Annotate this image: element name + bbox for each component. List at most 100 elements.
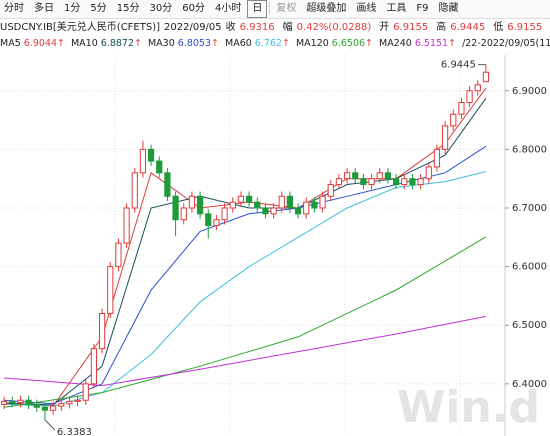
- candle-body: [294, 207, 302, 215]
- candle-body: [172, 195, 179, 221]
- legend-trend: ↑: [134, 38, 142, 49]
- legend-name: MA5: [0, 38, 21, 49]
- candle-body: [450, 113, 457, 127]
- toolbar-button[interactable]: 日: [247, 0, 268, 18]
- candle-body: [343, 172, 351, 180]
- candle-body: [286, 195, 294, 209]
- candle-body: [180, 207, 187, 221]
- legend-trend: ↑: [211, 38, 219, 49]
- candle-body: [417, 178, 424, 186]
- candle-body: [245, 195, 253, 203]
- legend-value: 6.6506: [331, 38, 366, 49]
- candle-body: [433, 148, 441, 168]
- legend-value: 6.5151: [414, 38, 449, 49]
- field-value: 6.9445: [450, 22, 486, 33]
- toolbar-button[interactable]: 多日: [34, 3, 54, 14]
- legend-trend: ↑: [57, 38, 65, 49]
- legend-name: MA240: [379, 38, 412, 49]
- candle-body: [164, 172, 171, 197]
- candle-body: [392, 178, 400, 186]
- toolbar-button[interactable]: 30分: [149, 3, 173, 14]
- ma-line: [4, 87, 487, 407]
- legend-trend: ↑: [448, 38, 457, 49]
- field-label: 幅: [282, 22, 293, 33]
- candle-body: [327, 184, 334, 197]
- annotation-line: [44, 419, 56, 431]
- field-value: 6.9155: [393, 22, 429, 33]
- field-label: 收: [225, 22, 236, 33]
- candle-body: [49, 405, 57, 411]
- candle-body: [205, 213, 212, 227]
- candle-body: [58, 403, 65, 407]
- candle-body: [66, 400, 73, 405]
- candle-body: [0, 400, 8, 405]
- toolbar-button[interactable]: 4小时: [214, 3, 242, 14]
- candle-body: [131, 172, 138, 209]
- toolbar-button[interactable]: 分时: [4, 3, 24, 14]
- candle-body: [262, 207, 269, 215]
- candle-body: [41, 406, 49, 411]
- field-value: 6.9316: [239, 22, 275, 33]
- toolbar-button[interactable]: 15分: [116, 3, 140, 14]
- candle-body: [270, 207, 277, 215]
- date: 2022/09/05: [164, 22, 222, 33]
- candle-body: [17, 399, 24, 404]
- candle-body: [278, 195, 285, 209]
- separator: [269, 2, 271, 14]
- candle-body: [196, 195, 204, 215]
- candle-body: [107, 266, 114, 314]
- annotation: 6.3383: [57, 427, 92, 436]
- toolbar-button[interactable]: F9: [416, 3, 429, 14]
- candle-body: [139, 148, 147, 174]
- candle-body: [303, 201, 310, 215]
- legend-value: 6.8053: [177, 38, 212, 49]
- candle-body: [311, 201, 318, 209]
- quote-field: 幅 0.42%(0.0288): [283, 22, 376, 33]
- quote-field: 高 6.9445: [436, 22, 489, 33]
- legend-item: MA10 6.8872↑: [71, 38, 145, 49]
- y-tick-label: 6.9000: [512, 86, 547, 97]
- quote-field: 开 6.9155: [379, 22, 432, 33]
- ma-line: [4, 315, 486, 387]
- candle-body: [229, 201, 236, 209]
- candle-body: [90, 348, 98, 385]
- toolbar-button[interactable]: 画线: [356, 3, 377, 14]
- candle-body: [441, 125, 449, 150]
- legend-item: MA120 6.6506↑: [296, 38, 376, 49]
- candle-body: [213, 219, 220, 227]
- quote-field: 收 6.9316: [226, 22, 279, 33]
- candle-body: [188, 195, 196, 209]
- toolbar-button[interactable]: 复权: [276, 3, 297, 14]
- field-label: 低: [493, 22, 504, 33]
- annotation: 6.9445: [441, 60, 476, 71]
- toolbar-button[interactable]: 隐藏: [438, 3, 459, 14]
- y-tick-label: 6.5000: [512, 320, 547, 331]
- legend-name: MA60: [225, 38, 252, 49]
- candle-body: [466, 90, 473, 103]
- candle-body: [376, 172, 383, 180]
- toolbar-button[interactable]: 5分: [90, 3, 107, 14]
- ma-line: [4, 98, 487, 406]
- toolbar-button[interactable]: 60分: [182, 3, 205, 14]
- candle-body: [360, 178, 367, 186]
- candle-body: [147, 148, 155, 162]
- legend-name: MA30: [147, 38, 175, 49]
- candle-body: [115, 242, 122, 268]
- toolbar-button[interactable]: 超级叠加: [306, 3, 347, 14]
- candle-body: [409, 178, 416, 186]
- legend-item: MA60 6.762↑: [225, 38, 293, 49]
- y-tick-label: 6.6000: [512, 262, 547, 273]
- toolbar: 分时 多日 1分 5分 15分 30分 60分 4小时日复权 超级叠加 画线 工具 F9 隐藏: [0, 0, 550, 19]
- toolbar-button[interactable]: 1分: [64, 3, 81, 14]
- candle-body: [237, 195, 245, 203]
- toolbar-button[interactable]: 工具: [386, 3, 407, 14]
- candle-body: [482, 71, 490, 83]
- y-tick-label: 6.7000: [512, 203, 547, 214]
- legend-item: MA30 6.8053↑: [148, 38, 222, 49]
- y-tick-label: 6.4000: [512, 379, 547, 390]
- field-label: 高: [436, 22, 447, 33]
- candle-body: [335, 178, 343, 186]
- legend-name: MA10: [70, 38, 98, 49]
- candle-body: [368, 178, 375, 186]
